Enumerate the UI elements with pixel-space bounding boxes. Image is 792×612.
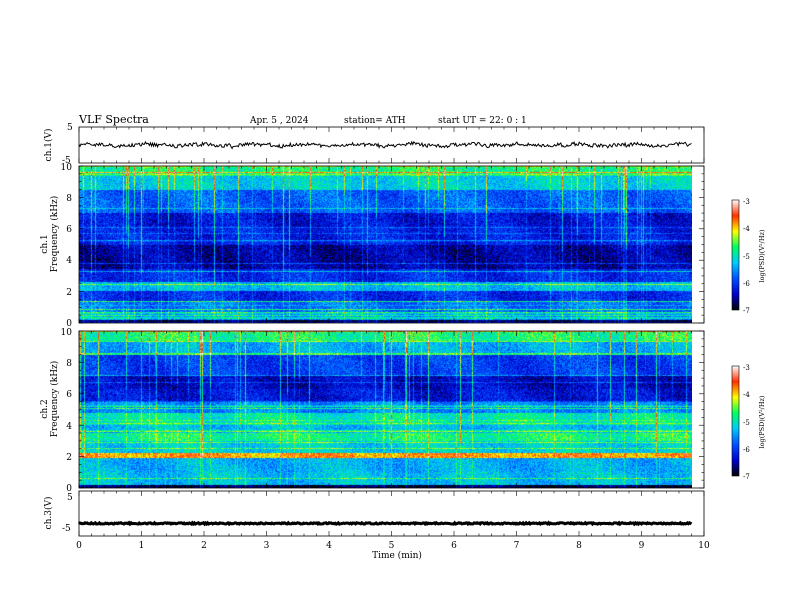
time-tick-label: 2: [201, 541, 207, 551]
ch1-voltage-ytick-top: 5: [67, 123, 73, 133]
ch1-spectrogram-heatmap: [79, 166, 692, 323]
ch2-colorbar-tick-m5: -5: [743, 419, 750, 427]
ch3-voltage-panel: 5 -5 ch.3(V) 0 1 2 3 4 5 6 7 8 9 10 Time (min): [43, 490, 710, 561]
ch1-freq-tick-0: 0: [66, 319, 72, 329]
time-tick-label: 1: [139, 541, 145, 551]
ch2-spectrogram-ylabel-frequency: Frequency (kHz): [49, 361, 60, 438]
ch2-freq-tick-4: 4: [66, 422, 72, 432]
header-station: station= ATH: [344, 116, 406, 126]
ch3-voltage-ytick-top: 5: [67, 493, 73, 503]
ch1-spectrogram-frequency-ticks: [79, 165, 704, 324]
ch2-spectrogram-image-holder: [79, 331, 692, 488]
time-tick-label: 5: [389, 541, 395, 551]
ch1-spectrogram-ylabel-channel: ch.1: [40, 234, 50, 253]
time-tick-label: 7: [514, 541, 520, 551]
ch2-freq-tick-10: 10: [61, 328, 73, 338]
time-tick-label: 8: [576, 541, 582, 551]
ch1-colorbar-tick-m7: -7: [743, 307, 750, 315]
ch1-voltage-ylabel: ch.1(V): [43, 129, 54, 162]
ch1-voltage-time-ticks: [78, 127, 705, 163]
ch3-voltage-ylabel: ch.3(V): [43, 497, 54, 530]
ch1-colorbar-label: log(PSD)(V²/Hz): [758, 229, 766, 282]
ch1-voltage-ytick-bottom: -5: [62, 156, 71, 166]
ch2-freq-tick-0: 0: [66, 484, 72, 494]
time-tick-label: 0: [76, 541, 82, 551]
ch2-spectrogram-ylabel-channel: ch.2: [40, 399, 50, 418]
ch1-colorbar: [731, 199, 740, 311]
ch2-colorbar-tick-m4: -4: [743, 391, 750, 399]
time-axis-tick-labels: 0 1 2 3 4 5 6 7 8 9 10: [76, 541, 710, 551]
ch2-colorbar-tick-m3: -3: [743, 364, 750, 372]
ch1-spectrogram-time-ticks: [78, 166, 705, 323]
time-tick-label: 4: [326, 541, 332, 551]
ch1-freq-tick-2: 2: [66, 288, 72, 298]
ch1-voltage-trace: [78, 140, 692, 150]
ch2-colorbar-tick-m6: -6: [743, 446, 750, 454]
ch2-freq-tick-6: 6: [66, 390, 72, 400]
ch1-spectrogram-ylabel-frequency: Frequency (kHz): [49, 196, 60, 273]
ch1-colorbar-tick-m5: -5: [743, 253, 750, 261]
ch3-voltage-frame: [78, 490, 705, 537]
ch1-freq-tick-10: 10: [61, 163, 73, 173]
ch1-spectrogram-panel: 0 2 4 6 8 10 ch.1 Frequency (kHz) -3 -4 …: [40, 163, 766, 329]
ch2-colorbar: [731, 365, 740, 477]
ch2-spectrogram-heatmap: [79, 331, 692, 488]
ch3-voltage-trace: [77, 520, 693, 527]
ch3-voltage-ytick-bottom: -5: [62, 524, 71, 534]
ch2-colorbar-label: log(PSD)(V²/Hz): [758, 395, 766, 448]
time-tick-label: 3: [264, 541, 270, 551]
ch1-colorbar-tick-m4: -4: [743, 225, 750, 233]
ch2-colorbar-tick-m7: -7: [743, 473, 750, 481]
ch1-voltage-panel: 5 -5 ch.1(V): [43, 123, 705, 166]
ch2-freq-tick-2: 2: [66, 453, 72, 463]
ch2-spectrogram-panel: 0 2 4 6 8 10 ch.2 Frequency (kHz) -3 -4 …: [40, 328, 766, 494]
figure-title: VLF Spectra: [78, 113, 149, 126]
ch1-spectrogram-image-holder: [79, 166, 692, 323]
ch2-freq-tick-8: 8: [66, 359, 72, 369]
header-date: Apr. 5 , 2024: [249, 116, 309, 126]
ch2-spectrogram-frequency-ticks: [79, 330, 704, 489]
time-tick-label: 9: [639, 541, 645, 551]
ch1-freq-tick-8: 8: [66, 194, 72, 204]
time-axis-label: Time (min): [372, 550, 422, 561]
ch1-colorbar-tick-m6: -6: [743, 280, 750, 288]
header-start-time: start UT = 22: 0 : 1: [438, 116, 527, 126]
ch1-freq-tick-4: 4: [66, 256, 72, 266]
time-tick-label: 6: [451, 541, 457, 551]
ch3-voltage-time-ticks: [78, 491, 705, 536]
ch2-spectrogram-time-ticks: [78, 331, 705, 488]
time-tick-label: 10: [698, 541, 710, 551]
ch1-colorbar-tick-m3: -3: [743, 198, 750, 206]
ch1-freq-tick-6: 6: [66, 225, 72, 235]
